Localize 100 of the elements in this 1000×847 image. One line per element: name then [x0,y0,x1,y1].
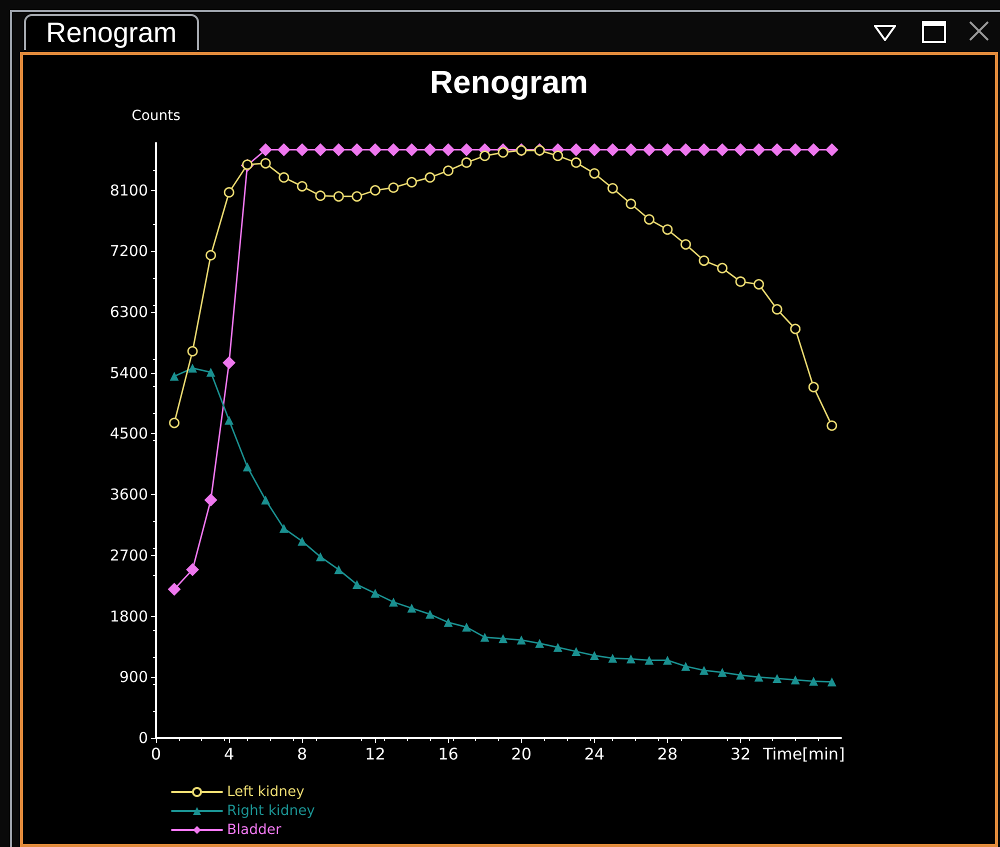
point [480,150,490,162]
point [261,496,270,504]
point [590,651,599,660]
point [407,604,416,613]
point [752,143,766,156]
point [424,172,436,183]
point [316,552,325,562]
point [206,368,216,377]
x-tick-label: 28 [657,744,678,764]
point [352,191,362,202]
y-tick-label: 6300 [110,303,148,322]
point [734,143,748,156]
point [588,143,601,156]
point [570,143,583,156]
point [770,143,784,156]
point [788,143,802,156]
point [754,279,764,290]
point [717,262,728,274]
x-tick-label: 16 [438,744,458,764]
point [553,642,562,652]
point [370,588,380,598]
point [700,666,708,675]
point [716,143,729,156]
point [405,143,418,156]
point [260,158,271,169]
point [607,183,618,194]
y-tick-label: 7200 [110,242,148,260]
legend-label: Bladder [227,822,282,838]
y-tick-label: 4500 [110,424,148,443]
chart-title: Renogram [430,64,588,100]
x-tick-label: 20 [511,744,532,764]
x-tick-label: 12 [365,744,386,764]
x-tick-label: 24 [584,744,605,764]
point [188,364,198,373]
point [660,143,674,156]
x-tick-label: 32 [730,744,751,764]
point [808,382,819,392]
point [570,157,582,168]
y-tick-label: 8100 [110,181,148,200]
point [772,674,782,683]
y-axis-title: Counts [132,108,180,124]
point [516,635,526,644]
point [572,646,581,656]
point [462,622,472,632]
point [388,598,398,607]
y-tick-label: 2700 [110,546,148,564]
point [298,536,307,546]
point [626,654,636,664]
point [187,346,198,356]
point [350,143,364,156]
point [662,224,673,235]
point [460,143,474,156]
point [825,143,838,156]
legend-label: Right kidney [227,803,315,819]
point [662,656,672,665]
point [461,157,472,168]
point [809,676,818,686]
point [204,494,218,506]
point [186,563,200,576]
point [170,372,179,381]
point [386,143,400,156]
point [278,172,290,183]
legend-label: Left kidney [227,784,304,800]
point [224,187,234,198]
point [679,143,692,156]
point [552,150,564,162]
y-tick-label: 0 [138,729,148,747]
point [736,670,746,680]
point [754,672,764,682]
point [826,420,838,431]
point [315,190,326,201]
point [443,165,454,176]
point [444,618,453,627]
point [626,198,636,210]
point [718,668,727,677]
point [698,143,710,156]
point [698,255,710,266]
point [279,524,288,533]
point [206,250,216,260]
point [277,143,290,156]
point [772,304,782,315]
point [644,656,654,665]
point [680,239,691,250]
x-tick-label: 0 [150,744,162,764]
point [169,418,180,428]
point [259,143,272,156]
point [681,662,690,671]
point [296,181,308,192]
point [222,356,236,370]
point [332,143,346,156]
y-tick-label: 3600 [110,486,148,504]
point [498,634,508,644]
point [406,176,417,188]
point [296,143,309,156]
point [168,582,181,596]
y-tick-label: 5400 [110,364,148,382]
point [790,324,801,334]
point [535,638,544,648]
point [735,276,746,287]
point [368,143,382,156]
